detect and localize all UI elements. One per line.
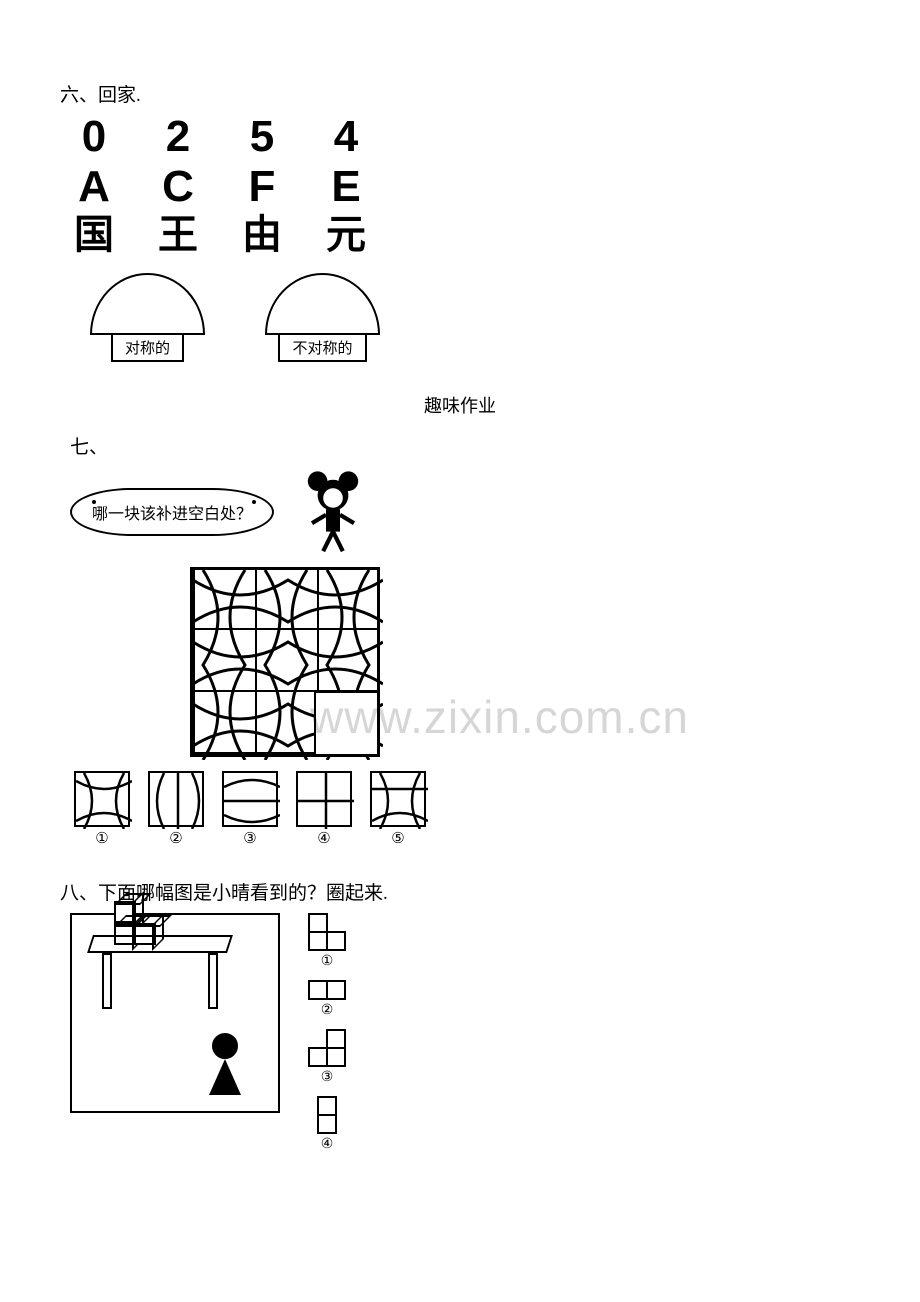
- table-leg-left: [102, 953, 112, 1009]
- glyph-E: E: [322, 165, 370, 209]
- option-2: ②: [148, 771, 204, 848]
- section-7-title: 七、: [70, 432, 860, 459]
- puzzle-grid: [190, 567, 380, 757]
- q8-row: ① ② ③ ④: [70, 913, 860, 1153]
- view-label-3: ③: [321, 1069, 334, 1086]
- options-row: ① ② ③ ④ ⑤: [74, 771, 860, 848]
- view3-top: [326, 1029, 346, 1049]
- puzzle-main: [190, 567, 860, 757]
- view1-top: [308, 913, 328, 933]
- glyph-row-3: 国 王 由 元: [70, 215, 860, 255]
- glyph-4: 4: [322, 115, 370, 159]
- girl-head: [212, 1033, 238, 1059]
- table-leg-right: [208, 953, 218, 1009]
- thought-bubble: 哪一块该补进空白处？: [70, 488, 274, 536]
- section-6: 六、回家. 0 2 5 4 A C F E 国 王 由 元 对称的 不对称的: [60, 80, 860, 362]
- view1-bl: [308, 931, 328, 951]
- view2-l: [308, 980, 328, 1000]
- view1-br: [326, 931, 346, 951]
- mushroom-symmetric: 对称的: [90, 273, 205, 362]
- mushroom-label-left: 对称的: [111, 333, 184, 362]
- mickey-icon: [298, 467, 368, 557]
- bubble-text: 哪一块该补进空白处？: [92, 506, 252, 523]
- mushroom-cap-right: [265, 273, 380, 335]
- opt-label-1: ①: [95, 829, 108, 848]
- glyph-guo: 国: [70, 215, 118, 255]
- bubble-row: 哪一块该补进空白处？: [70, 467, 860, 557]
- view3-br: [326, 1047, 346, 1067]
- glyph-A: A: [70, 165, 118, 209]
- table-icon: [90, 935, 230, 953]
- glyph-0: 0: [70, 115, 118, 159]
- glyph-C: C: [154, 165, 202, 209]
- glyph-2: 2: [154, 115, 202, 159]
- glyph-F: F: [238, 165, 286, 209]
- opt-label-2: ②: [169, 829, 182, 848]
- views-column: ① ② ③ ④: [308, 913, 346, 1153]
- opt-label-5: ⑤: [391, 829, 404, 848]
- view-1: ①: [308, 913, 346, 970]
- option-3: ③: [222, 771, 278, 848]
- mushroom-cap-left: [90, 273, 205, 335]
- girl-icon: [208, 1033, 242, 1103]
- tabletop: [87, 935, 233, 953]
- interlude-title: 趣味作业: [60, 392, 860, 418]
- option-4: ④: [296, 771, 352, 848]
- view-label-2: ②: [321, 1002, 334, 1019]
- view3-bl: [308, 1047, 328, 1067]
- view-3: ③: [308, 1029, 346, 1086]
- mushroom-label-right: 不对称的: [278, 333, 366, 362]
- view4-t: [317, 1096, 337, 1116]
- tile-3: [222, 771, 278, 827]
- glyph-you: 由: [238, 215, 286, 255]
- mushroom-asymmetric: 不对称的: [265, 273, 380, 362]
- opt-label-4: ④: [317, 829, 330, 848]
- option-1: ①: [74, 771, 130, 848]
- option-5: ⑤: [370, 771, 426, 848]
- view-label-1: ①: [321, 953, 334, 970]
- view4-b: [317, 1114, 337, 1134]
- view-2: ②: [308, 980, 346, 1019]
- tile-1: [74, 771, 130, 827]
- view2-r: [326, 980, 346, 1000]
- glyph-5: 5: [238, 115, 286, 159]
- glyph-row-1: 0 2 5 4: [70, 115, 860, 159]
- view-label-4: ④: [321, 1136, 334, 1153]
- mushroom-group: 对称的 不对称的: [90, 273, 860, 362]
- glyph-wang: 王: [154, 215, 202, 255]
- section-8: 八、下面哪幅图是小晴看到的？圈起来.: [60, 878, 860, 1153]
- glyph-row-2: A C F E: [70, 165, 860, 209]
- section-6-title: 六、回家.: [60, 80, 860, 107]
- girl-body: [209, 1059, 241, 1095]
- view-4: ④: [308, 1096, 346, 1153]
- scene-box: [70, 913, 280, 1113]
- section-8-title: 八、下面哪幅图是小晴看到的？圈起来.: [60, 878, 860, 905]
- tile-2: [148, 771, 204, 827]
- section-7: 七、 哪一块该补进空白处？: [70, 432, 860, 848]
- opt-label-3: ③: [243, 829, 256, 848]
- glyph-yuan: 元: [322, 215, 370, 255]
- tile-5: [370, 771, 426, 827]
- puzzle-blank: [314, 691, 377, 754]
- tile-4: [296, 771, 352, 827]
